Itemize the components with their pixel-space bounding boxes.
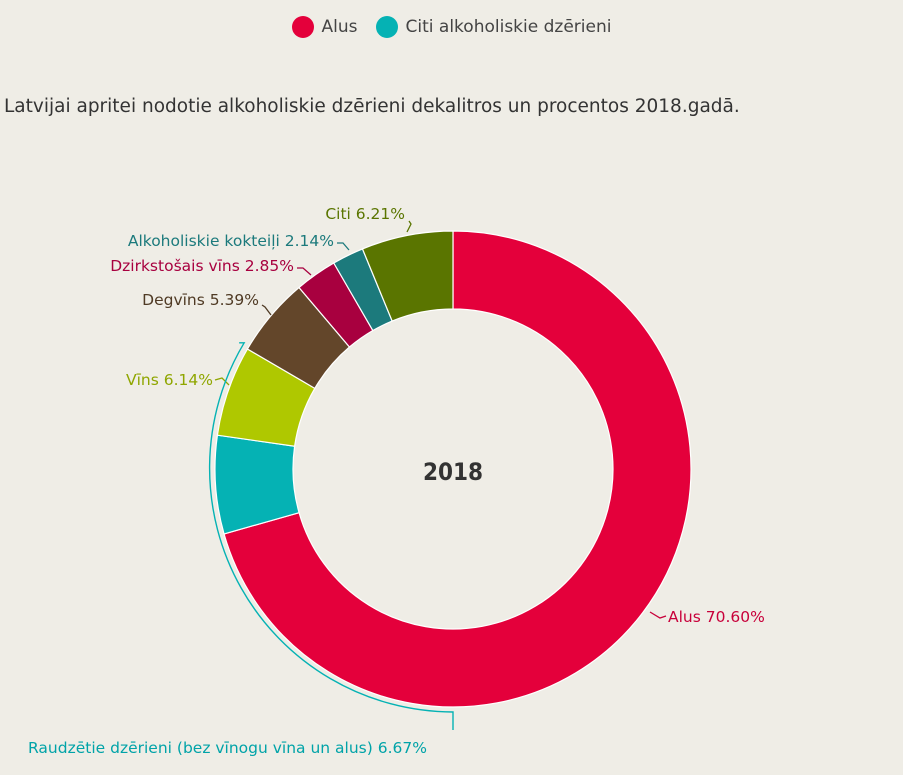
legend-label-citi: Citi alkoholiskie dzērieni <box>405 17 612 37</box>
slice-label-alus: Alus 70.60% <box>668 608 765 626</box>
slice-alus[interactable] <box>223 230 692 708</box>
leader-line-alus <box>649 611 667 619</box>
leader-line-degvins <box>261 304 272 316</box>
leader-line-alkoholiskie-kokteili <box>337 242 350 251</box>
slice-label-dzirkstosais-vins: Dzirkstošais vīns 2.85% <box>110 257 294 275</box>
donut-center-label: 2018 <box>423 458 483 486</box>
donut-slices <box>214 230 692 708</box>
slice-label-vins: Vīns 6.14% <box>126 371 213 389</box>
slice-label-alkoholiskie-kokteili: Alkoholiskie kokteiļi 2.14% <box>128 232 334 250</box>
chart-legend: Alus Citi alkoholiskie dzērieni <box>0 16 903 38</box>
legend-item-alus[interactable]: Alus <box>291 16 358 38</box>
slice-citi[interactable] <box>361 230 454 322</box>
slice-label-citi: Citi 6.21% <box>325 205 405 223</box>
label-leader-lines <box>208 220 667 730</box>
leader-line-dzirkstosais-vins <box>297 267 312 276</box>
legend-dot-alus <box>291 16 314 38</box>
legend-dot-citi <box>375 16 398 38</box>
group-bracket-citi-alkoholiskie-dzerieni <box>208 342 454 730</box>
slice-label-raudzetie-dzerieni-bez-vinogu-vina-un-alus: Raudzētie dzērieni (bez vīnogu vīna un a… <box>28 739 427 757</box>
leader-line-citi <box>406 220 412 233</box>
legend-item-citi-alkoholiskie-dzerieni[interactable]: Citi alkoholiskie dzērieni <box>375 16 612 38</box>
legend-label-alus: Alus <box>321 17 358 37</box>
leader-line-vins <box>214 377 230 386</box>
chart-subtitle: Latvijai apritei nodotie alkoholiskie dz… <box>4 96 740 117</box>
slice-label-degvins: Degvīns 5.39% <box>142 291 259 309</box>
slice-labels: Alus 70.60% Raudzētie dzērieni (bez vīnog… <box>28 205 765 757</box>
